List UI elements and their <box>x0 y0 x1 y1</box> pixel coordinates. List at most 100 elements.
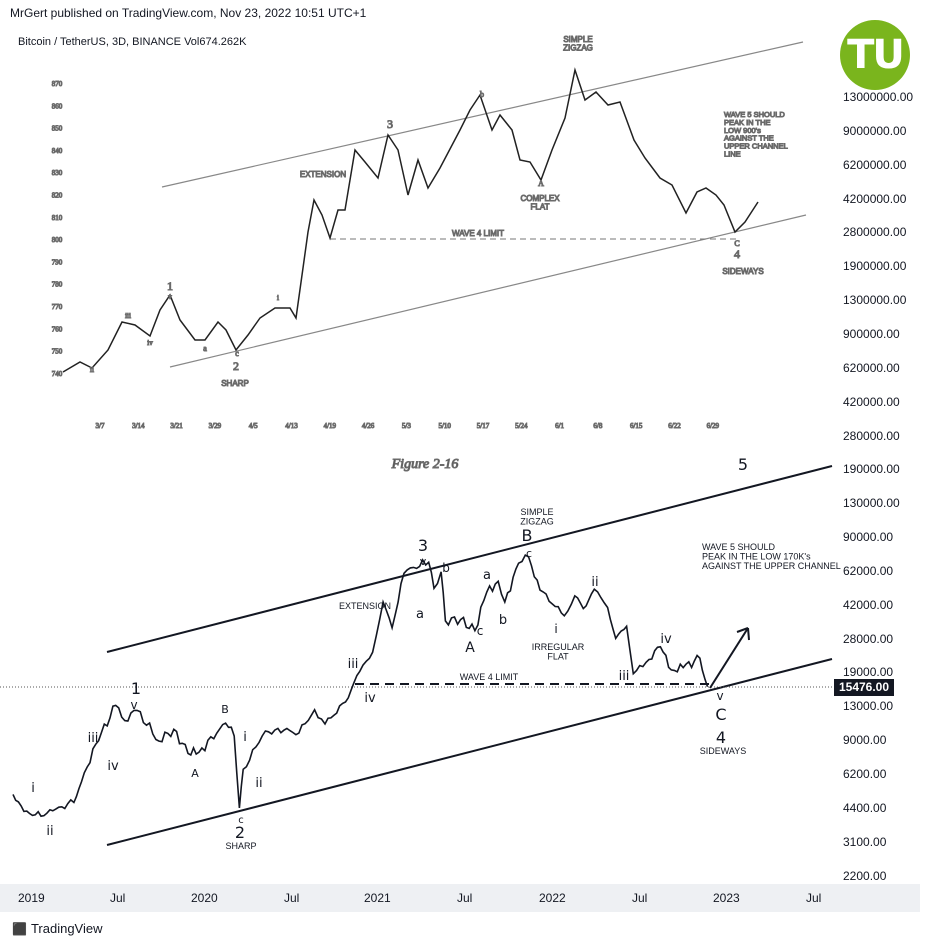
scan-ytick: 820 <box>52 192 63 200</box>
sideways-label: SIDEWAYS <box>700 746 747 756</box>
wave4-limit-label: WAVE 4 LIMIT <box>460 672 519 682</box>
price-axis-label: 13000.00 <box>843 699 894 714</box>
wave-label-iv: iv <box>364 691 376 706</box>
wave-label-b2: b <box>499 613 507 628</box>
wave-label-i: i <box>243 730 247 745</box>
scan-wave-label: A <box>538 179 544 188</box>
scan-wave-label: 2 <box>233 359 239 373</box>
price-axis-label: 19000.00 <box>843 665 894 680</box>
price-axis-label: 130000.00 <box>843 496 900 511</box>
wave-label-w3: 3 <box>418 536 428 555</box>
price-axis-label: 62000.00 <box>843 563 894 578</box>
wave-label-iv: iv <box>107 759 119 774</box>
scan-note: UPPER CHANNEL <box>724 142 788 151</box>
scan-xtick: 6/22 <box>668 422 681 430</box>
sharp-label: SHARP <box>225 841 256 851</box>
scan-wave-label: ii <box>90 366 94 374</box>
price-axis-label: 3100.00 <box>843 834 887 849</box>
wave-label-i: i <box>554 622 557 636</box>
scan-wave-label: 3 <box>387 117 393 131</box>
tradingview-logo-icon: ⬛ <box>12 921 27 936</box>
scan-wave-label: iv <box>147 339 153 347</box>
scan-lower-channel <box>169 214 807 368</box>
time-axis-label: 2022 <box>539 891 566 905</box>
price-axis-label: 42000.00 <box>843 597 894 612</box>
wave-label-iii: iii <box>619 669 630 684</box>
time-axis-label: Jul <box>284 891 300 905</box>
scan-note: LINE <box>724 149 741 158</box>
time-axis-label: Jul <box>457 891 473 905</box>
wave5-note: WAVE 5 SHOULD <box>702 542 776 552</box>
logo-text: TU <box>847 32 905 78</box>
wave-label-iv: iv <box>660 632 672 647</box>
scan-wave-label: a <box>203 344 207 353</box>
scan-wave-label: C <box>734 239 739 248</box>
scan-wave-label: c <box>235 349 239 358</box>
time-axis-label: 2021 <box>364 891 391 905</box>
scan-xtick: 5/17 <box>477 422 490 430</box>
time-axis-label: Jul <box>806 891 822 905</box>
scan-ytick: 840 <box>52 147 63 155</box>
scan-wave-label: 4 <box>734 247 740 261</box>
wave-label-w1: 1 <box>131 679 141 698</box>
wave-label-A2: A <box>465 640 475 656</box>
author-logo[interactable]: TU <box>840 20 910 90</box>
scan-ytick: 870 <box>52 80 63 88</box>
scan-sharp: SHARP <box>221 379 249 388</box>
price-axis-label: 13000000.00 <box>843 90 914 104</box>
scan-price-line <box>62 67 759 373</box>
wave-label-i: i <box>31 781 35 796</box>
wave-label-b2: b <box>442 561 450 575</box>
price-axis-label: 90000.00 <box>843 530 894 545</box>
scan-note: WAVE 5 SHOULD <box>724 110 785 119</box>
footer-brand[interactable]: ⬛ TradingView <box>12 921 103 936</box>
extension-label: EXTENSION <box>339 601 391 611</box>
wave-label-iii: iii <box>88 731 99 746</box>
wave-label-w2: 2 <box>235 823 245 842</box>
scan-ytick: 770 <box>52 303 63 311</box>
time-axis-label: 2020 <box>191 891 218 905</box>
scan-ytick: 750 <box>52 348 63 356</box>
footer-brand-text: TradingView <box>30 921 103 936</box>
scan-ytick: 850 <box>52 125 63 133</box>
price-axis-label: 4400.00 <box>843 800 887 815</box>
lower-channel-line[interactable] <box>106 658 833 846</box>
price-axis-label: 28000.00 <box>843 631 894 646</box>
time-axis-label: 2019 <box>18 891 45 905</box>
time-axis-label: 2023 <box>713 891 740 905</box>
wave-label-a2: a <box>416 607 424 622</box>
wave5-projection-arrow[interactable] <box>709 627 749 689</box>
scan-xtick: 4/26 <box>362 422 375 430</box>
wave-label-v: v <box>130 698 137 712</box>
scan-note: AGAINST THE <box>724 134 774 143</box>
price-axis-label: 4200000.00 <box>843 191 907 206</box>
scan-ytick: 830 <box>52 169 63 177</box>
upper-channel-line[interactable] <box>106 465 833 653</box>
wave-label-ii: ii <box>255 776 262 791</box>
wave-label-A1: A <box>191 767 199 780</box>
price-axis-label: 190000.00 <box>843 462 900 477</box>
scan-xtick: 3/7 <box>96 422 105 430</box>
wave-label-iii: iii <box>348 657 359 672</box>
scan-xtick: 4/5 <box>249 422 258 430</box>
irregular-flat-label: FLAT <box>547 651 569 661</box>
simple-zigzag-label: SIMPLE <box>520 507 553 517</box>
wave-label-C2: C <box>715 705 726 724</box>
scan-xtick: 3/21 <box>170 422 183 430</box>
irregular-flat-label: IRREGULAR <box>532 642 585 652</box>
symbol-legend[interactable]: Bitcoin / TetherUS, 3D, BINANCE Vol674.2… <box>18 36 247 48</box>
wave-label-w5: 5 <box>738 455 748 474</box>
wave-label-v: v <box>716 689 723 703</box>
scan-note: LOW 900's <box>724 126 761 135</box>
scan-wave-label: 1 <box>167 279 173 293</box>
scan-xtick: 3/29 <box>209 422 222 430</box>
scan-simple-zigzag: SIMPLE <box>563 35 592 44</box>
wave-label-B2: B <box>522 526 533 545</box>
time-axis[interactable] <box>0 884 920 912</box>
price-axis-label: 6200.00 <box>843 767 887 781</box>
price-line[interactable] <box>12 554 709 818</box>
price-axis-label: 900000.00 <box>843 326 900 341</box>
scan-extension: EXTENSION <box>300 170 346 179</box>
scan-wave-label: i <box>277 294 279 302</box>
